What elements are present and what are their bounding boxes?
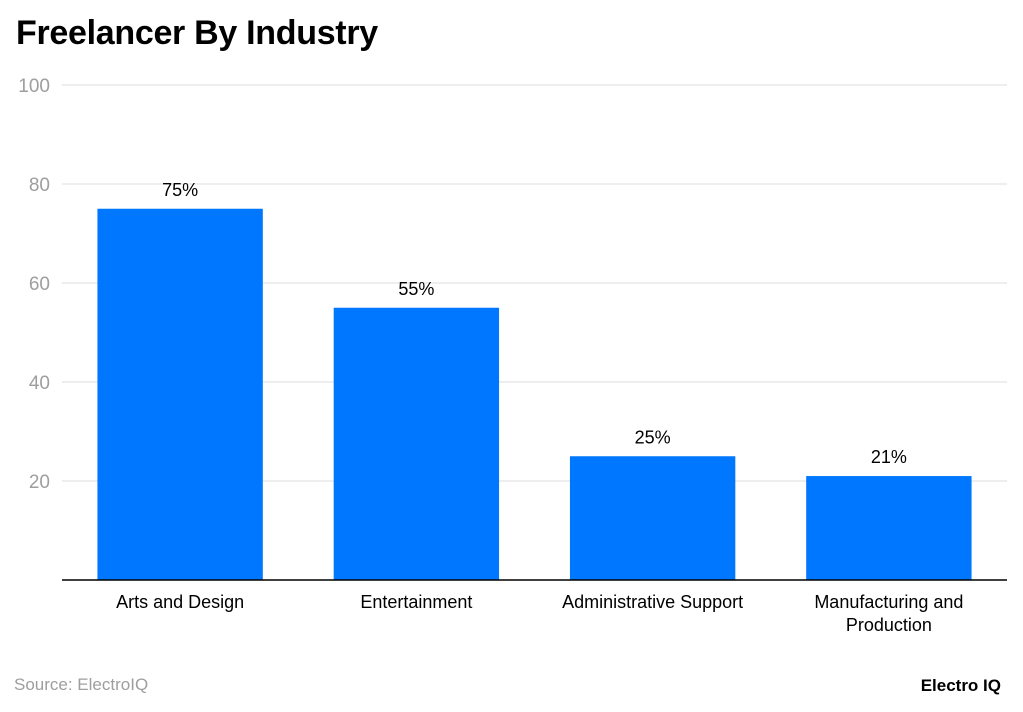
x-tick-label: Entertainment	[360, 592, 472, 612]
y-tick-label: 80	[29, 175, 50, 196]
brand-logo: Electro IQ	[920, 676, 1001, 695]
chart-title: Freelancer By Industry	[16, 14, 378, 52]
bars	[97, 208, 972, 580]
x-axis-ticks: Arts and Design Entertainment Administrati…	[116, 592, 963, 635]
y-tick-label: 60	[29, 274, 50, 295]
x-tick-label: Administrative Support	[562, 592, 743, 612]
source-note: Source: ElectroIQ	[14, 675, 149, 694]
y-axis-ticks: 20 40 60 80 100	[18, 76, 50, 493]
bar	[569, 456, 736, 580]
bar	[97, 208, 263, 580]
x-tick-label: Arts and Design	[116, 592, 244, 612]
bar	[333, 307, 500, 580]
y-tick-label: 20	[29, 472, 50, 493]
value-labels: 75% 55% 25% 21%	[162, 180, 907, 467]
y-tick-label: 100	[18, 76, 50, 97]
y-tick-label: 40	[29, 373, 50, 394]
data-label: 55%	[398, 279, 434, 299]
data-label: 75%	[162, 180, 198, 200]
x-tick-label: Manufacturing and	[814, 592, 963, 612]
bar	[806, 476, 972, 580]
x-tick-label: Production	[846, 615, 932, 635]
data-label: 25%	[635, 427, 671, 447]
data-label: 21%	[871, 447, 907, 467]
